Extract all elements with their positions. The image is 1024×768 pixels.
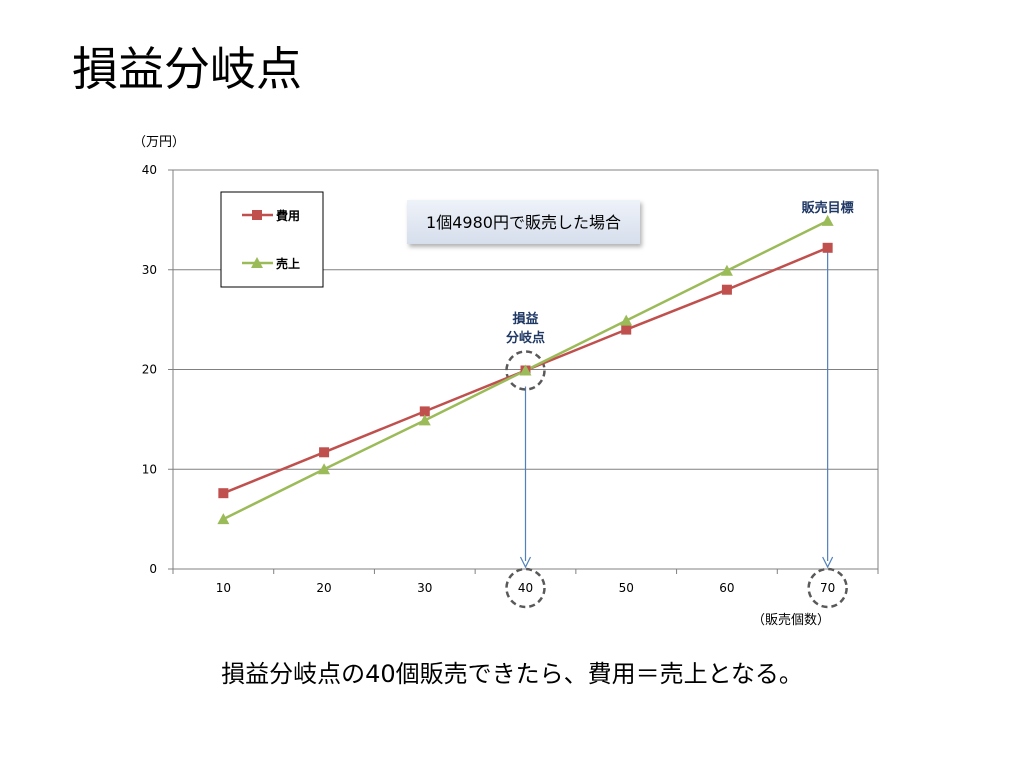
x-tick-label: 10 bbox=[216, 581, 231, 595]
series-1-point bbox=[318, 463, 331, 475]
info-box bbox=[407, 200, 640, 244]
series bbox=[217, 214, 834, 525]
breakeven-label-line1: 損益 bbox=[512, 311, 538, 327]
x-tick-label: 40 bbox=[518, 581, 533, 595]
series-1-point bbox=[620, 314, 633, 326]
breakeven-label-line2: 分岐点 bbox=[506, 330, 545, 346]
y-tick-label: 10 bbox=[142, 462, 157, 476]
legend-swatch-marker bbox=[252, 210, 262, 220]
x-axis-title: （販売個数） bbox=[752, 612, 830, 628]
x-tick-label: 20 bbox=[316, 581, 331, 595]
series-1-point bbox=[217, 513, 230, 525]
series-1-point bbox=[720, 264, 733, 276]
legend-label: 費用 bbox=[276, 208, 300, 223]
series-0-point bbox=[218, 488, 229, 499]
legend-label: 売上 bbox=[276, 256, 300, 271]
axes bbox=[168, 169, 879, 574]
y-tick-label: 40 bbox=[142, 163, 157, 177]
y-tick-label: 30 bbox=[142, 263, 157, 277]
series-0-point bbox=[419, 406, 430, 417]
series-1-point bbox=[519, 364, 532, 376]
x-tick-label: 30 bbox=[417, 581, 432, 595]
y-tick-label: 0 bbox=[149, 562, 157, 576]
target-label: 販売目標 bbox=[802, 200, 854, 216]
x-tick-label: 70 bbox=[820, 581, 835, 595]
target-arrow-head bbox=[822, 556, 834, 569]
y-axis-title: （万円） bbox=[133, 135, 185, 150]
breakeven-x-circle bbox=[505, 567, 546, 609]
labels: 0 10 20 30 40 10 20 30 40 50 60 70 （万円） （販売個数） bbox=[133, 135, 835, 628]
series-0-point bbox=[721, 284, 732, 295]
slide-title: 損益分岐点 bbox=[72, 42, 302, 96]
series-0-point bbox=[319, 447, 330, 458]
series-0-point bbox=[621, 324, 632, 335]
x-tick-label: 50 bbox=[619, 581, 634, 595]
series-1-point bbox=[821, 214, 834, 226]
series-1-point bbox=[418, 414, 431, 426]
breakeven-arrow-head bbox=[519, 556, 532, 569]
series-0-point bbox=[822, 242, 833, 253]
info-box-label: 1個4980円で販売した場合 bbox=[426, 213, 621, 232]
breakeven-circle bbox=[505, 350, 546, 391]
legend-swatch-marker bbox=[251, 257, 263, 268]
slide-caption: 損益分岐点の40個販売できたら、費用＝売上となる。 bbox=[221, 660, 803, 688]
legend-box bbox=[220, 191, 324, 288]
x-tick-label: 60 bbox=[719, 581, 734, 595]
target-x-circle bbox=[807, 567, 848, 609]
y-tick-label: 20 bbox=[142, 363, 157, 377]
